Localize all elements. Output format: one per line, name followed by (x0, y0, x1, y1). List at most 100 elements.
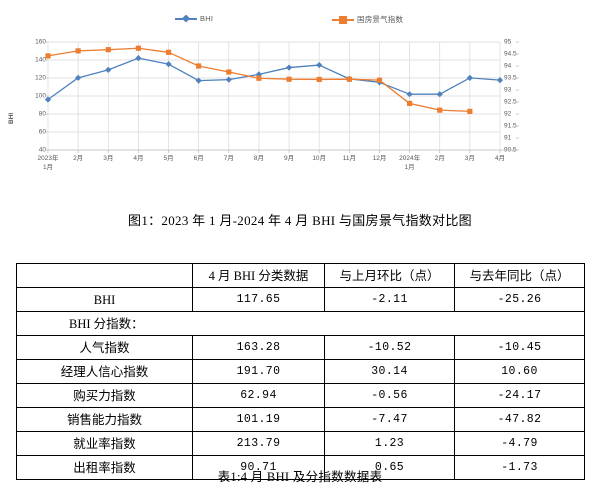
y-tick-label-right: 92.5 (504, 98, 517, 106)
table-cell-value: -25.26 (454, 287, 585, 312)
table-cell-value: 90.71 (192, 455, 325, 480)
data-point-marker (226, 69, 232, 75)
x-tick-label: 2月 (434, 155, 445, 162)
x-tick-label: 2024年 1月 (399, 155, 421, 171)
y-tick-label-right: 93.5 (504, 74, 517, 82)
x-tick-label: 2月 (73, 155, 84, 162)
data-point-marker (316, 76, 322, 83)
y-tick-label-left: 100 (35, 92, 46, 100)
y-tick-label-left: 60 (38, 128, 46, 136)
table-cell-value: 213.79 (192, 431, 325, 456)
table-cell-value: -2.11 (324, 287, 455, 312)
y-tick-label-right: 95 (504, 38, 512, 46)
legend-marker-bhi-icon (175, 17, 197, 20)
y-tick-label-left: 120 (35, 74, 46, 82)
table-row: 就业率指数 213.79 1.23 -4.79 (16, 431, 585, 456)
x-tick-label: 3月 (464, 155, 475, 162)
data-point-marker (346, 76, 352, 82)
data-point-marker (286, 76, 292, 82)
y-tick-label-right: 93 (504, 86, 512, 94)
table-cell-value: 163.28 (192, 335, 325, 360)
data-point-marker (496, 77, 504, 84)
data-point-marker (105, 47, 111, 53)
table-caption: 表1:4 月 BHI 及分指数数据表 (217, 470, 383, 484)
x-tick-label: 4月 (494, 155, 506, 162)
x-tick-label: 6月 (193, 155, 204, 162)
table-row: 销售能力指数 101.19 -7.47 -47.82 (16, 407, 585, 432)
table-cell-value: -7.47 (324, 407, 455, 432)
table-cell-value: 117.65 (192, 287, 325, 312)
chart-canvas (44, 41, 519, 153)
x-tick-label: 10月 (312, 155, 327, 162)
chart-legend: BHI 国房景气指数 (0, 14, 600, 32)
data-point-marker (135, 55, 142, 62)
data-point-marker (165, 61, 172, 68)
plot-area: BHI 160 140 120 100 80 60 40 95 94.5 94 93.5 93 92.… (0, 36, 600, 191)
table-header-cell: 与去年同比（点） (454, 263, 585, 288)
table-row-label: 就业率指数 (16, 431, 193, 456)
table-row: BHI 分指数： (16, 311, 585, 336)
table-cell-value: -10.52 (324, 335, 455, 360)
data-point-marker (467, 108, 473, 114)
table-row-label: 人气指数 (16, 335, 193, 360)
table-cell-value: -0.56 (324, 383, 455, 408)
table-cell-value: -24.17 (454, 383, 585, 408)
x-tick-label: 12月 (372, 155, 387, 162)
table-row-label: BHI (16, 287, 193, 312)
y-tick-label-left: 40 (38, 146, 46, 154)
table-cell-value: 10.60 (454, 359, 585, 384)
legend-marker-national-housing-index-icon (332, 15, 354, 24)
table-cell-value: -47.82 (454, 407, 585, 432)
x-tick-label: 8月 (253, 155, 264, 162)
data-point-marker (196, 63, 202, 69)
series-line-bhi (47, 57, 501, 101)
figure-caption: 图1：2023 年 1 月-2024 年 4 月 BHI 与国房景气指数对比图 (128, 213, 472, 228)
y-tick-label-right: 91 (504, 134, 512, 142)
data-point-marker (376, 77, 383, 83)
y-tick-label-right: 94.5 (504, 50, 517, 58)
data-point-marker (135, 45, 141, 51)
data-point-marker (466, 74, 473, 82)
table-row: 购买力指数 62.94 -0.56 -24.17 (16, 383, 585, 408)
table-row-label: 经理人信心指数 (16, 359, 193, 384)
data-point-marker (225, 76, 232, 83)
table-cell-value: 101.19 (192, 407, 325, 432)
table-row-label: 购买力指数 (16, 383, 193, 408)
bhi-data-table: 4 月 BHI 分类数据 与上月环比（点） 与去年同比（点） BHI 117.65 -2.… (16, 263, 585, 480)
data-point-marker (436, 91, 443, 98)
legend-item-bhi: BHI (175, 14, 213, 23)
table-row: 出租率指数 90.71 0.65 -1.73 (16, 455, 585, 480)
table-cell-value: -4.79 (454, 431, 585, 456)
legend-label-bhi: BHI (200, 14, 214, 23)
x-tick-label: 5月 (163, 155, 174, 162)
x-tick-label: 9月 (284, 155, 295, 162)
data-point-marker (75, 74, 82, 81)
data-point-marker (165, 49, 172, 55)
chart-figure: BHI 国房景气指数 BHI 160 140 120 100 80 60 40 95 94.5… (0, 0, 600, 195)
table-row: 人气指数 163.28 -10.52 -10.45 (16, 335, 585, 360)
table-row: BHI 117.65 -2.11 -25.26 (16, 287, 585, 312)
legend-item-national-housing-index: 国房景气指数 (332, 14, 403, 25)
table-cell-value: 30.14 (324, 359, 455, 384)
data-point-marker (75, 48, 81, 54)
x-tick-label: 11月 (342, 155, 356, 162)
y-tick-label-right: 94 (504, 62, 512, 70)
table-row-label: 销售能力指数 (16, 407, 193, 432)
data-point-marker (406, 91, 413, 98)
x-tick-label: 2023年 1月 (37, 155, 59, 171)
x-tick-label: 7月 (223, 155, 234, 162)
legend-label-national-housing-index: 国房景气指数 (357, 15, 404, 24)
table-cell-value: 1.23 (324, 431, 455, 456)
table-cell-value: 0.65 (324, 455, 455, 480)
data-point-marker (256, 75, 262, 81)
y-axis-ticks-left: 160 140 120 100 80 60 40 (22, 36, 46, 154)
table-cell-value: -10.45 (454, 335, 585, 360)
table-header-row: 4 月 BHI 分类数据 与上月环比（点） 与去年同比（点） (16, 263, 585, 288)
y-tick-label-left: 140 (35, 56, 46, 64)
table-header-cell (16, 263, 193, 288)
y-tick-label-left: 160 (35, 38, 46, 46)
data-point-marker (45, 53, 51, 59)
data-point-marker (44, 96, 52, 103)
table-row-label: 出租率指数 (16, 455, 193, 480)
table-cell-value: 191.70 (192, 359, 325, 384)
